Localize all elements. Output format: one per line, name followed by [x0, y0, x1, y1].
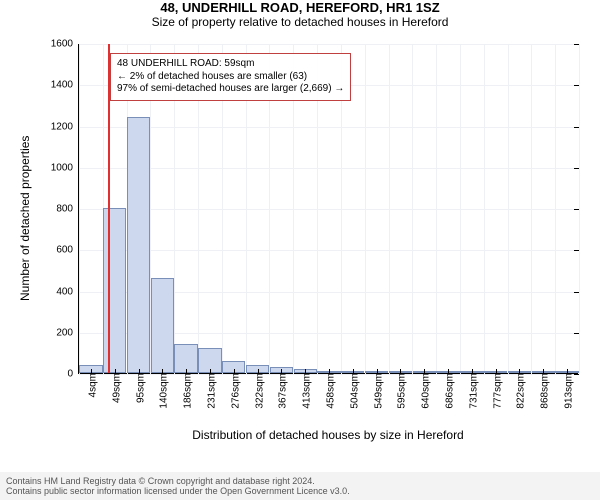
- ytick-label: 400: [56, 286, 79, 297]
- gridline-h: [79, 250, 579, 251]
- histogram-bar: [103, 208, 126, 373]
- ytick-label: 1000: [51, 162, 79, 173]
- gridline-v: [436, 44, 437, 374]
- footer-line-2: Contains public sector information licen…: [6, 486, 594, 496]
- xtick-label: 4sqm: [83, 373, 98, 397]
- gridline-v: [412, 44, 413, 374]
- footer: Contains HM Land Registry data © Crown c…: [0, 472, 600, 500]
- xtick-label: 49sqm: [107, 373, 122, 403]
- y-axis-label: Number of detached properties: [18, 136, 32, 301]
- gridline-v: [555, 44, 556, 374]
- gridline-v: [531, 44, 532, 374]
- ytick-label: 0: [67, 369, 79, 380]
- gridline-v: [460, 44, 461, 374]
- ytick-label: 600: [56, 245, 79, 256]
- footer-line-1: Contains HM Land Registry data © Crown c…: [6, 476, 594, 486]
- gridline-v: [484, 44, 485, 374]
- histogram-bar: [151, 278, 174, 373]
- subtitle: Size of property relative to detached ho…: [0, 15, 600, 29]
- xtick-label: 913sqm: [560, 373, 575, 409]
- xtick-label: 595sqm: [393, 373, 408, 409]
- xtick-label: 731sqm: [464, 373, 479, 409]
- gridline-h: [79, 168, 579, 169]
- xtick-label: 140sqm: [155, 373, 170, 409]
- xtick-label: 868sqm: [536, 373, 551, 409]
- annotation-line: 48 UNDERHILL ROAD: 59sqm: [117, 58, 344, 71]
- gridline-h: [79, 127, 579, 128]
- xtick-label: 322sqm: [250, 373, 265, 409]
- xtick-label: 276sqm: [226, 373, 241, 409]
- ytick-label: 800: [56, 204, 79, 215]
- xtick-label: 777sqm: [488, 373, 503, 409]
- gridline-v: [389, 44, 390, 374]
- gridline-v: [579, 44, 580, 374]
- annotation-line: 97% of semi-detached houses are larger (…: [117, 83, 344, 96]
- ytick-label: 1200: [51, 121, 79, 132]
- gridline-v: [508, 44, 509, 374]
- annotation-line: ← 2% of detached houses are smaller (63): [117, 71, 344, 84]
- xtick-label: 822sqm: [512, 373, 527, 409]
- x-axis-label: Distribution of detached houses by size …: [78, 428, 578, 442]
- page-title: 48, UNDERHILL ROAD, HEREFORD, HR1 1SZ: [0, 0, 600, 15]
- xtick-label: 686sqm: [441, 373, 456, 409]
- xtick-label: 95sqm: [131, 373, 146, 403]
- gridline-v: [79, 44, 80, 374]
- ytick-label: 1600: [51, 39, 79, 50]
- gridline-h: [79, 209, 579, 210]
- xtick-label: 231sqm: [202, 373, 217, 409]
- xtick-label: 186sqm: [179, 373, 194, 409]
- histogram-bar: [127, 117, 150, 373]
- xtick-label: 367sqm: [274, 373, 289, 409]
- xtick-label: 549sqm: [369, 373, 384, 409]
- annotation-box: 48 UNDERHILL ROAD: 59sqm← 2% of detached…: [110, 53, 351, 101]
- ytick-label: 1400: [51, 80, 79, 91]
- gridline-h: [79, 44, 579, 45]
- xtick-label: 640sqm: [417, 373, 432, 409]
- ytick-label: 200: [56, 327, 79, 338]
- ytick-mark: [574, 374, 579, 375]
- xtick-label: 413sqm: [298, 373, 313, 409]
- xtick-label: 458sqm: [322, 373, 337, 409]
- xtick-label: 504sqm: [345, 373, 360, 409]
- gridline-v: [365, 44, 366, 374]
